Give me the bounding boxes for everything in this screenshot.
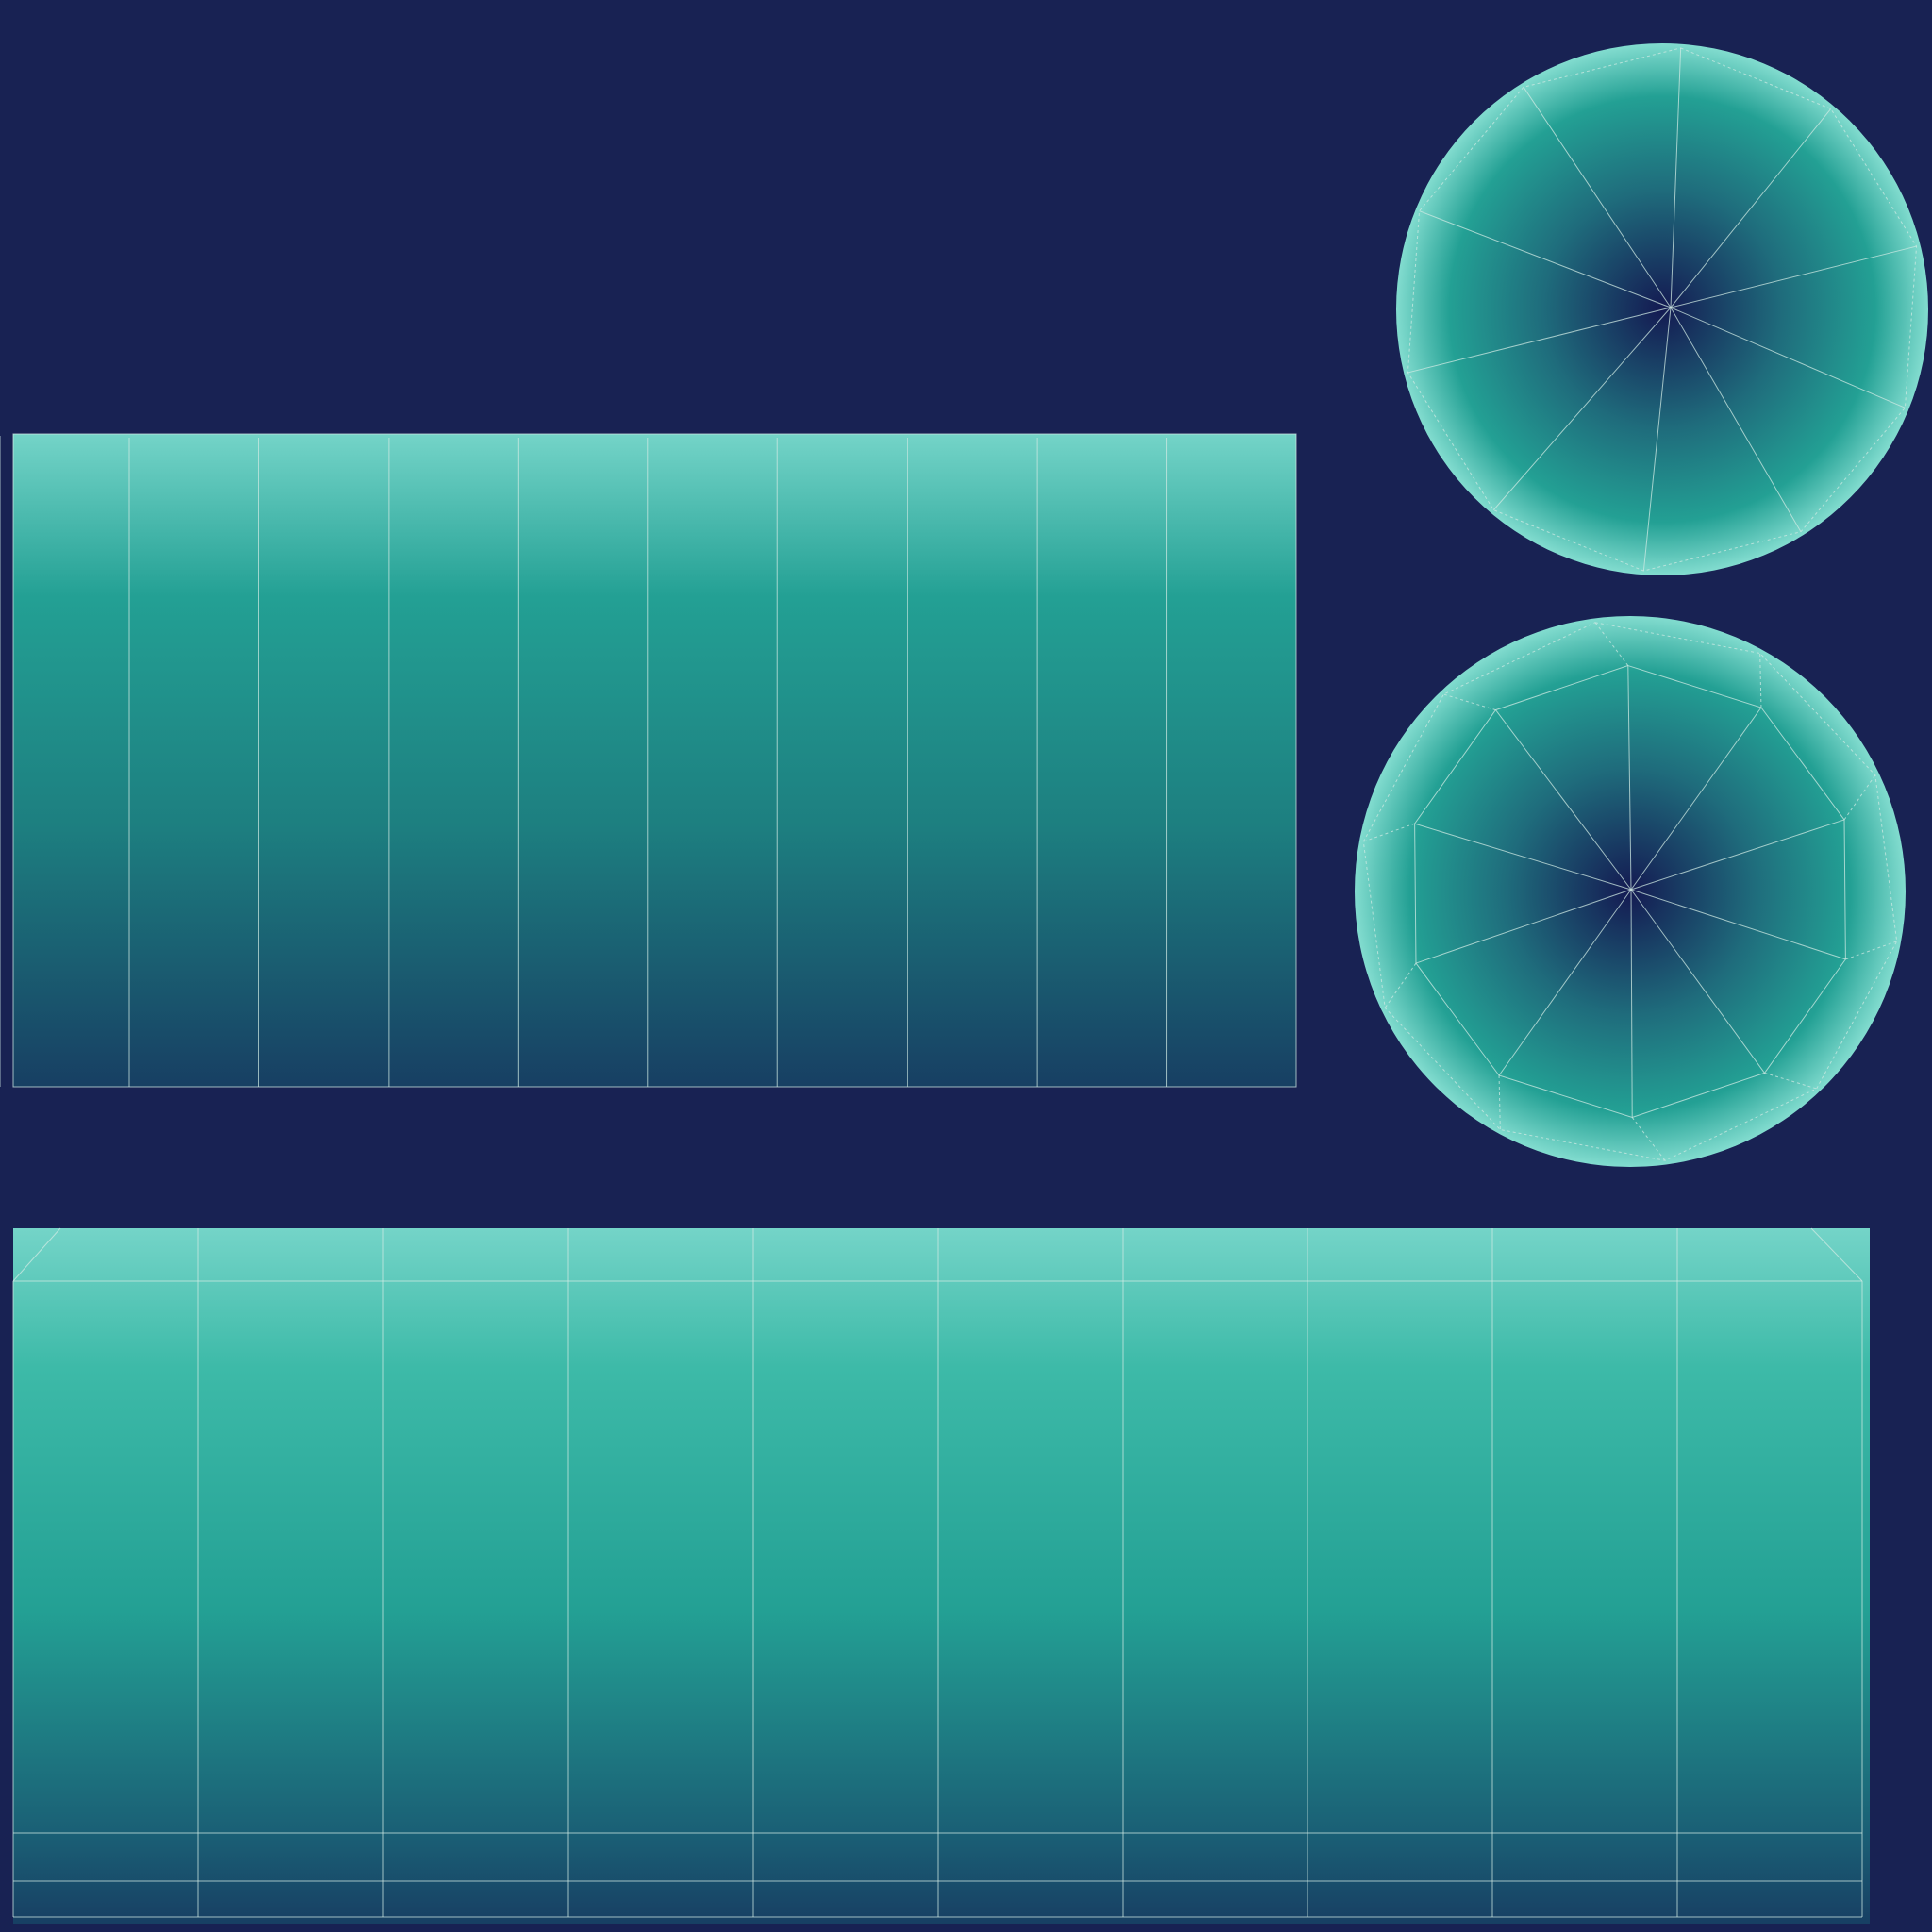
strip-face bbox=[13, 434, 1296, 1087]
bottom-cap-disc bbox=[1355, 616, 1906, 1167]
box-shell-strip bbox=[13, 1228, 1870, 1924]
cylinder-side-strip bbox=[0, 434, 1296, 1087]
top-cap-disc bbox=[1396, 43, 1928, 575]
strip-face bbox=[13, 1228, 1870, 1924]
